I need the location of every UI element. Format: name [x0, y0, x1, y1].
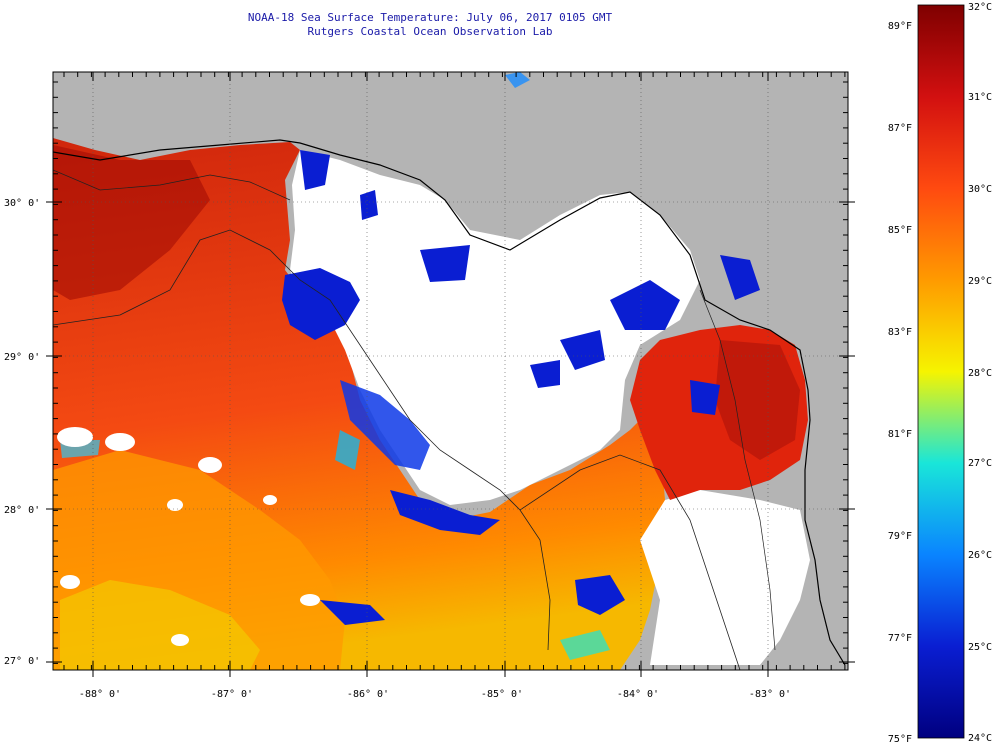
- fahrenheit-label: 89°F: [888, 21, 912, 32]
- fahrenheit-label: 77°F: [888, 633, 912, 644]
- isobath-line-east: [519, 454, 741, 670]
- latitude-label: 27° 0': [4, 656, 40, 667]
- image-title: NOAA-18 Sea Surface Temperature: July 06…: [0, 0, 860, 39]
- southwest-yellow-patch: [60, 580, 260, 670]
- cloud-specks: [57, 427, 320, 646]
- celsius-label: 29°C: [968, 276, 992, 287]
- celsius-label: 27°C: [968, 458, 992, 469]
- celsius-label: 31°C: [968, 92, 992, 103]
- axis-ticks: [46, 72, 855, 677]
- fahrenheit-label: 81°F: [888, 429, 912, 440]
- celsius-label: 28°C: [968, 368, 992, 379]
- eastern-shelf-dark: [715, 340, 800, 460]
- celsius-label: 25°C: [968, 642, 992, 653]
- isobath-line-shelf: [699, 289, 776, 651]
- fahrenheit-label: 87°F: [888, 123, 912, 134]
- celsius-label: 32°C: [968, 2, 992, 13]
- longitude-label: -84° 0': [617, 689, 659, 700]
- cold-water-patches: [60, 72, 760, 660]
- fahrenheit-label: 85°F: [888, 225, 912, 236]
- fahrenheit-label: 83°F: [888, 327, 912, 338]
- latitude-label: 30° 0': [4, 198, 40, 209]
- fahrenheit-label: 79°F: [888, 531, 912, 542]
- sea-surface-temperature-map: 30° 0' 29° 0' 28° 0' 27° 0' -88° 0' -87°…: [4, 71, 855, 700]
- title-line-satellite-date: NOAA-18 Sea Surface Temperature: July 06…: [247, 11, 613, 24]
- celsius-label: 26°C: [968, 550, 992, 561]
- graticule: [53, 72, 848, 670]
- latitude-label: 29° 0': [4, 352, 40, 363]
- map-frame: [52, 71, 849, 671]
- southeast-no-data-region: [640, 490, 810, 665]
- longitude-label: -83° 0': [749, 689, 791, 700]
- northwest-dark-red-band: [53, 145, 210, 300]
- longitude-label: -85° 0': [481, 689, 523, 700]
- longitude-label: -87° 0': [211, 689, 253, 700]
- fahrenheit-label: 75°F: [888, 734, 912, 745]
- title-line-lab: Rutgers Coastal Ocean Observation Lab: [307, 25, 553, 38]
- isobath-line-west: [53, 169, 291, 201]
- celsius-label: 24°C: [968, 733, 992, 744]
- celsius-label: 30°C: [968, 184, 992, 195]
- colorbar-gradient: [917, 4, 965, 739]
- latitude-label: 28° 0': [4, 505, 40, 516]
- longitude-label: -88° 0': [79, 689, 121, 700]
- longitude-label: -86° 0': [347, 689, 389, 700]
- coastline: [53, 139, 846, 666]
